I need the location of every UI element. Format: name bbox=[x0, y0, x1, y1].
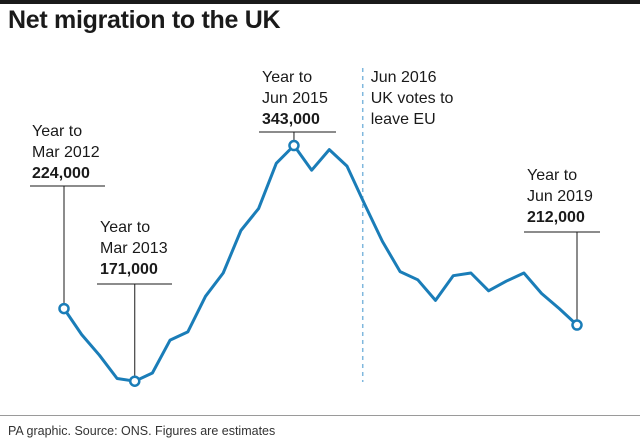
annotation-jun-2019: Year to Jun 2019 212,000 bbox=[527, 167, 593, 226]
footer-rule bbox=[0, 415, 640, 416]
annotation-label-line2: Mar 2012 bbox=[32, 144, 100, 161]
annotation-value: 224,000 bbox=[32, 165, 90, 182]
annotation-label-line1: Year to bbox=[262, 69, 312, 86]
annotation-mar-2013: Year to Mar 2013 171,000 bbox=[100, 219, 168, 278]
annotation-label-line2: Jun 2019 bbox=[527, 188, 593, 205]
annotation-mar-2012: Year to Mar 2012 224,000 bbox=[32, 123, 100, 182]
annotation-jun-2015: Year to Jun 2015 343,000 bbox=[262, 69, 328, 128]
event-label-line3: leave EU bbox=[371, 111, 436, 128]
event-annotation: Jun 2016 UK votes to leave EU bbox=[371, 69, 454, 128]
title-rule bbox=[0, 0, 640, 4]
annotation-label-line1: Year to bbox=[527, 167, 577, 184]
annotation-value: 171,000 bbox=[100, 261, 158, 278]
data-point-marker bbox=[571, 319, 583, 331]
data-point-marker bbox=[58, 302, 70, 315]
annotation-label-line2: Jun 2015 bbox=[262, 90, 328, 107]
chart-title: Net migration to the UK bbox=[8, 6, 281, 34]
annotation-label-line1: Year to bbox=[100, 219, 150, 236]
source-note: PA graphic. Source: ONS. Figures are est… bbox=[8, 424, 276, 438]
data-point-marker bbox=[288, 139, 300, 152]
annotation-value: 343,000 bbox=[262, 111, 320, 128]
annotation-label-line2: Mar 2013 bbox=[100, 240, 168, 257]
annotation-label-line1: Year to bbox=[32, 123, 82, 140]
event-label-line1: Jun 2016 bbox=[371, 69, 437, 86]
series-line bbox=[62, 144, 579, 383]
event-label-line2: UK votes to bbox=[371, 90, 454, 107]
data-point-marker bbox=[129, 375, 141, 387]
annotation-value: 212,000 bbox=[527, 209, 585, 226]
